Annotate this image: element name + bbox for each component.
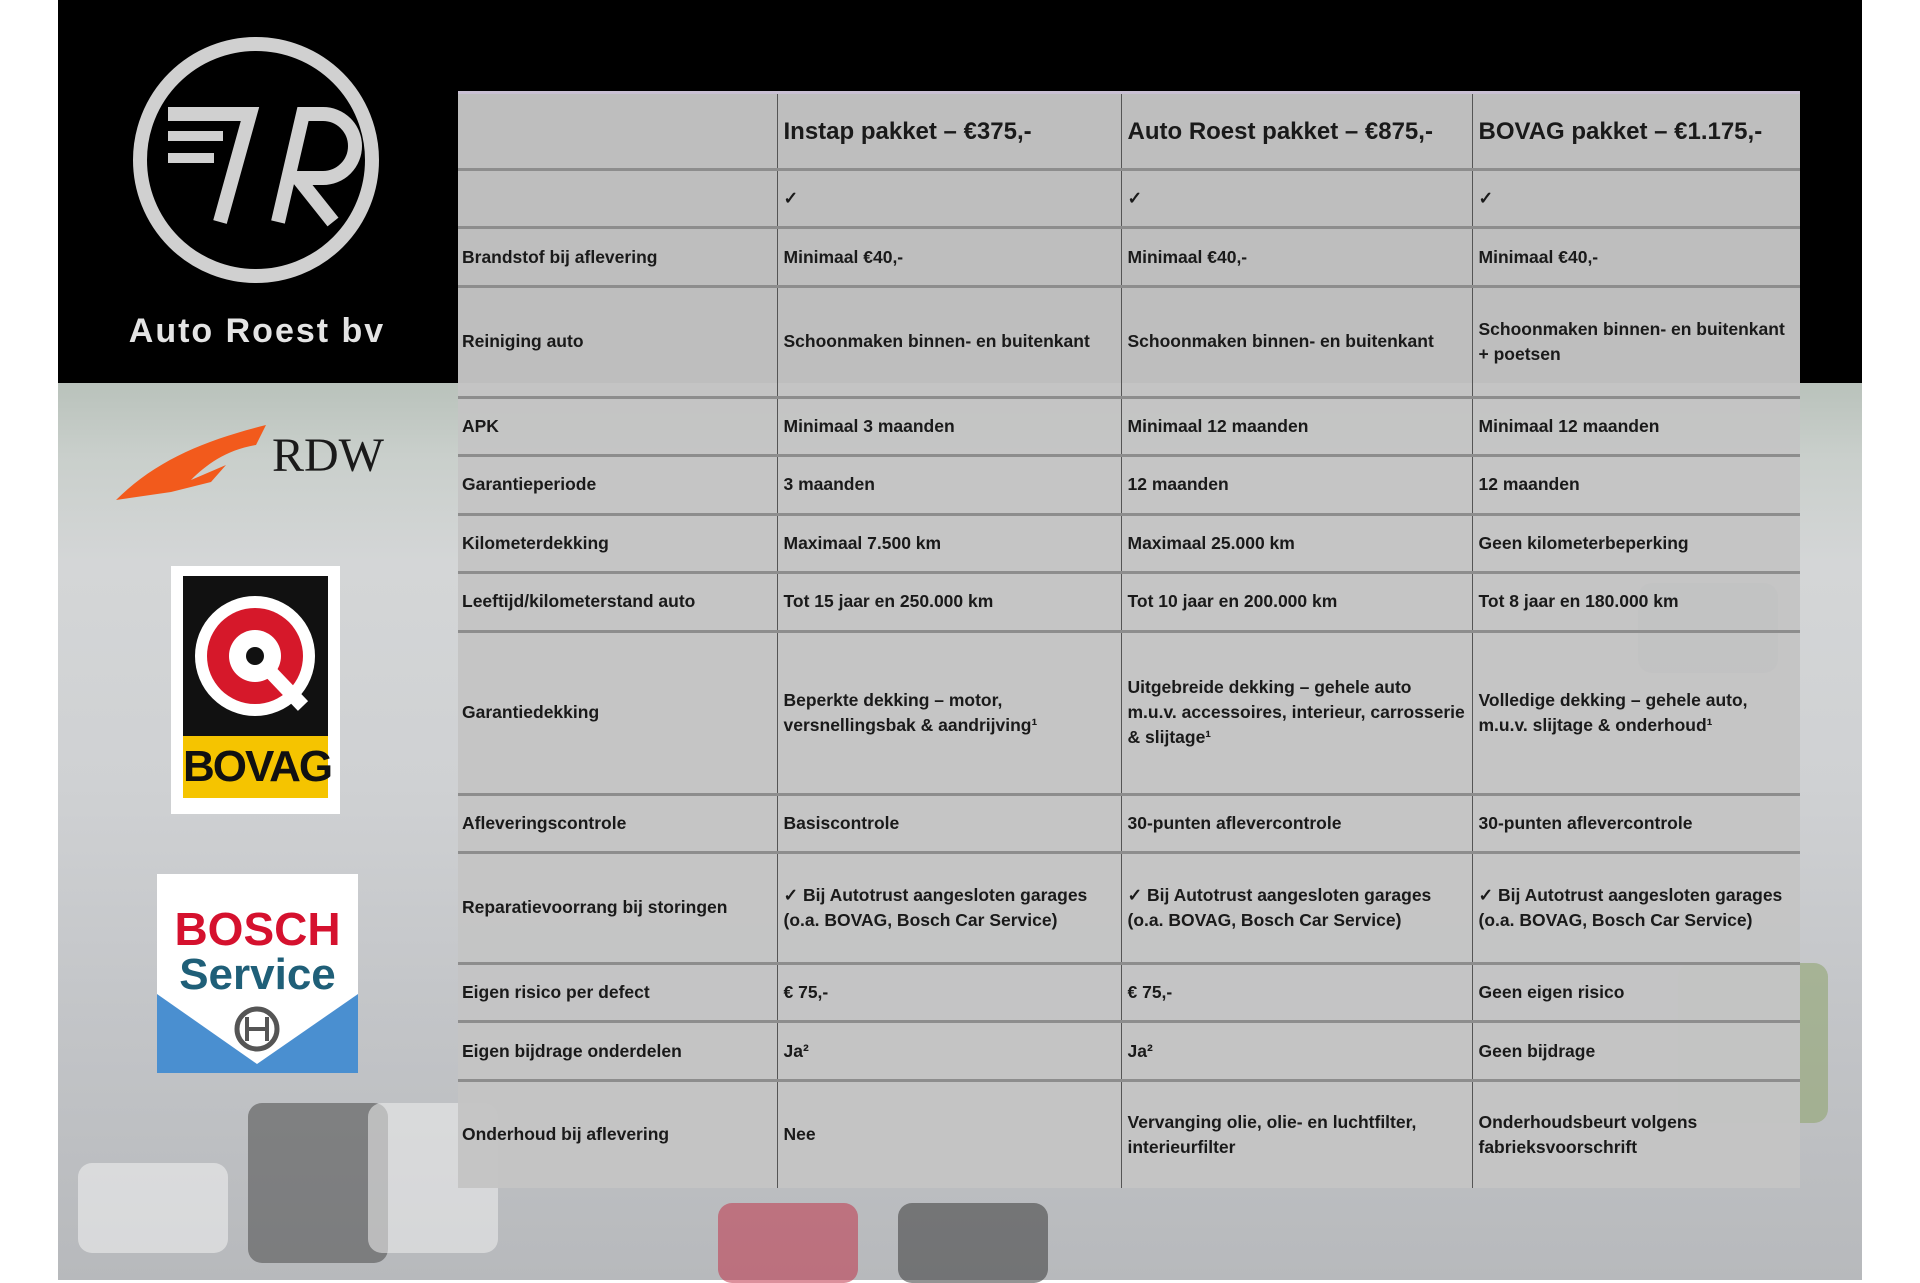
cell-value: ✓ Bij Autotrust aangesloten garages (o.a… [1121, 852, 1473, 965]
cell-value: Basiscontrole [777, 794, 1122, 855]
cell-value: Beperkte dekking – motor, versnellingsba… [777, 631, 1122, 796]
cell-value: Geen eigen risico [1472, 963, 1800, 1024]
table-row: Garantiedekking Beperkte dekking – motor,… [458, 631, 1800, 796]
cell-value: ✓ [1472, 169, 1800, 230]
cell-value: € 75,- [777, 963, 1122, 1024]
rdw-text: RDW [272, 429, 384, 482]
header-auto-roest: Auto Roest pakket – €875,- [1121, 91, 1473, 171]
table-header-row: Instap pakket – €375,- Auto Roest pakket… [458, 91, 1800, 171]
service-text: Service [179, 950, 336, 999]
table-row: Leeftijd/kilometerstand auto Tot 15 jaar … [458, 572, 1800, 633]
cell-value: Tot 15 jaar en 250.000 km [777, 572, 1122, 633]
table-row: Garantieperiode 3 maanden 12 maanden 12 maa… [458, 455, 1800, 516]
cell-value: 12 maanden [1121, 455, 1473, 516]
cell-value: Maximaal 25.000 km [1121, 514, 1473, 575]
cell-value: ✓ [1121, 169, 1473, 230]
row-label: APK [458, 397, 778, 458]
cell-value: ✓ Bij Autotrust aangesloten garages (o.a… [777, 852, 1122, 965]
table-row: Afleveringscontrole Basiscontrole 30-punte… [458, 794, 1800, 855]
row-label: Afleveringscontrole [458, 794, 778, 855]
table-row: Reiniging auto Schoonmaken binnen- en bui… [458, 286, 1800, 399]
row-label: Garantiedekking [458, 631, 778, 796]
header-instap: Instap pakket – €375,- [777, 91, 1122, 171]
table-row: APK Minimaal 3 maanden Minimaal 12 maanden… [458, 397, 1800, 458]
rdw-logo: RDW [116, 420, 401, 505]
cell-value: Onderhoudsbeurt volgens fabrieksvoorschr… [1478, 1111, 1698, 1157]
cell-value: Minimaal €40,- [777, 227, 1122, 288]
row-label: Leeftijd/kilometerstand auto [458, 572, 778, 633]
cell-value: Schoonmaken binnen- en buitenkant [1121, 286, 1473, 399]
cell-value: Tot 8 jaar en 180.000 km [1472, 572, 1800, 633]
table-row: Eigen bijdrage onderdelen Ja² Ja² Geen bijd… [458, 1021, 1800, 1082]
table-row: Reparatievoorrang bij storingen ✓ Bij Aut… [458, 852, 1800, 965]
brand-name: Auto Roest bv [128, 312, 386, 350]
cell-value: Tot 10 jaar en 200.000 km [1121, 572, 1473, 633]
bosch-text: BOSCH [174, 903, 341, 955]
table-row: Brandstof bij aflevering Minimaal €40,- Mi… [458, 227, 1800, 288]
package-comparison-table: Instap pakket – €375,- Auto Roest pakket… [458, 91, 1800, 1188]
cell-value: Nee [777, 1080, 1122, 1188]
bosch-shield-icon [157, 874, 358, 1073]
cell-value: € 75,- [1121, 963, 1473, 1024]
cell-value: Minimaal 3 maanden [777, 397, 1122, 458]
cell-value: 30-punten aflevercontrole [1121, 794, 1473, 855]
cell-value: Geen kilometerbeperking [1472, 514, 1800, 575]
cell-value: Ja² [1121, 1021, 1473, 1082]
cell-value: Vervanging olie, olie- en luchtfilter, i… [1121, 1080, 1473, 1188]
row-label: Eigen bijdrage onderdelen [458, 1021, 778, 1082]
cell-value: Maximaal 7.500 km [777, 514, 1122, 575]
bovag-text: BOVAG [183, 736, 333, 798]
cell-value: Minimaal 12 maanden [1121, 397, 1473, 458]
cell-value: Ja² [777, 1021, 1122, 1082]
cell-value: Schoonmaken binnen- en buitenkant [777, 286, 1122, 399]
auto-roest-logo [133, 37, 379, 283]
cell-value: 3 maanden [777, 455, 1122, 516]
cell-value: Minimaal €40,- [1472, 227, 1800, 288]
row-label: Brandstof bij aflevering [458, 227, 778, 288]
cell-value: Schoonmaken binnen- en buitenkant + poet… [1472, 286, 1800, 399]
row-label: Reparatievoorrang bij storingen [458, 852, 778, 965]
row-label: Onderhoud bij aflevering [458, 1080, 778, 1188]
cell-value: 30-punten aflevercontrole [1472, 794, 1800, 855]
table-row: Kilometerdekking Maximaal 7.500 km Maximaa… [458, 514, 1800, 575]
cell-value: ✓ [777, 169, 1122, 230]
table-row: Eigen risico per defect € 75,- € 75,- Geen … [458, 963, 1800, 1024]
bovag-emblem-icon [183, 576, 328, 736]
bosch-service-logo: BOSCH Service [157, 874, 358, 1073]
row-label: Reiniging auto [458, 286, 778, 399]
row-label [458, 169, 778, 230]
cell-value: ✓ Bij Autotrust aangesloten garages (o.a… [1472, 852, 1800, 965]
table-row: Onderhoud bij aflevering Nee Vervanging ol… [458, 1080, 1800, 1188]
table-row: ✓ ✓ ✓ [458, 169, 1800, 230]
cell-value: Minimaal 12 maanden [1472, 397, 1800, 458]
header-empty [458, 91, 778, 171]
cell-value: Volledige dekking – gehele auto, m.u.v. … [1472, 631, 1800, 796]
row-label: Eigen risico per defect [458, 963, 778, 1024]
row-label: Garantieperiode [458, 455, 778, 516]
row-label: Kilometerdekking [458, 514, 778, 575]
header-bovag: BOVAG pakket – €1.175,- [1472, 91, 1800, 171]
cell-value: Minimaal €40,- [1121, 227, 1473, 288]
cell-value: 12 maanden [1472, 455, 1800, 516]
bovag-logo: BOVAG [171, 566, 340, 814]
rdw-feather-icon [116, 425, 266, 500]
cell-value: Uitgebreide dekking – gehele auto m.u.v.… [1121, 631, 1473, 796]
cell-value: Geen bijdrage [1472, 1021, 1800, 1082]
